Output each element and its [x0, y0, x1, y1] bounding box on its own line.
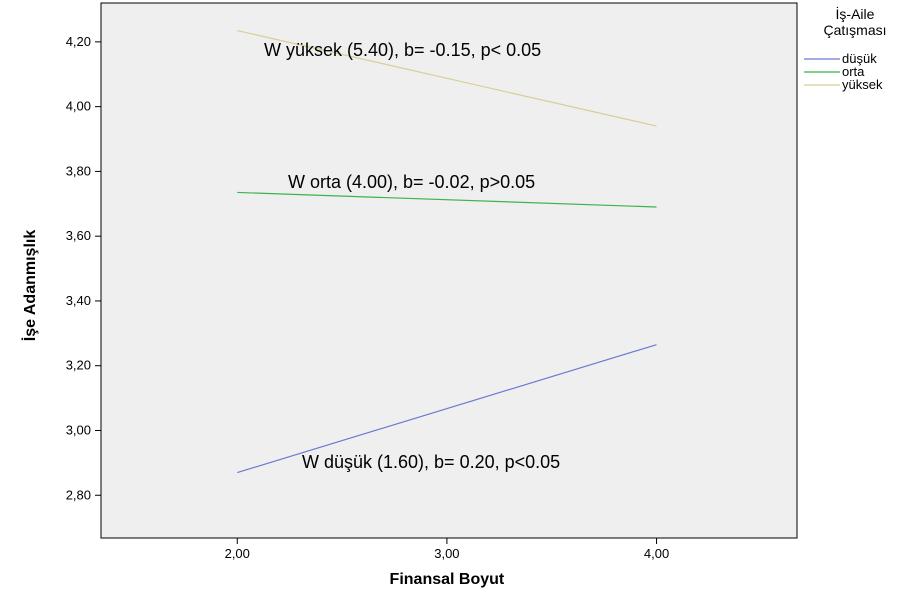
x-tick-label: 3,00 — [434, 546, 459, 561]
annotation-label: W düşük (1.60), b= 0.20, p<0.05 — [302, 452, 560, 472]
y-tick-label: 3,80 — [66, 163, 91, 178]
y-tick-label: 3,60 — [66, 228, 91, 243]
x-tick-label: 2,00 — [225, 546, 250, 561]
y-axis-title: İşe Adanmışlık — [21, 230, 39, 342]
annotation-label: W yüksek (5.40), b= -0.15, p< 0.05 — [264, 40, 541, 60]
legend-entry-orta: orta — [842, 64, 865, 79]
legend-title-line-2: Çatışması — [823, 22, 886, 38]
x-axis-title: Finansal Boyut — [390, 571, 505, 588]
legend-entry-yüksek: yüksek — [842, 77, 883, 92]
y-tick-label: 4,20 — [66, 34, 91, 49]
series-lines — [237, 29, 657, 474]
y-tick-label: 4,00 — [66, 99, 91, 114]
y-tick-label: 3,20 — [66, 358, 91, 373]
legend-title-line-1: İş-Aile — [836, 5, 875, 22]
plot-area — [100, 2, 798, 539]
y-axis: 2,80 3,00 3,20 3,40 3,60 3,80 4,00 4,20 — [66, 34, 101, 502]
y-tick-label: 3,00 — [66, 422, 91, 437]
x-axis: 2,00 3,00 4,00 — [225, 538, 669, 561]
x-tick-label: 4,00 — [644, 546, 669, 561]
series-line-düşük — [237, 344, 657, 474]
series-line-yüksek — [237, 29, 657, 127]
legend-entry-düşük: düşük — [842, 51, 877, 66]
y-tick-label: 2,80 — [66, 487, 91, 502]
annotation-label: W orta (4.00), b= -0.02, p>0.05 — [288, 172, 535, 192]
series-line-orta — [237, 191, 657, 208]
y-tick-label: 3,40 — [66, 293, 91, 308]
annotations: W yüksek (5.40), b= -0.15, p< 0.05 W orta… — [264, 40, 560, 472]
